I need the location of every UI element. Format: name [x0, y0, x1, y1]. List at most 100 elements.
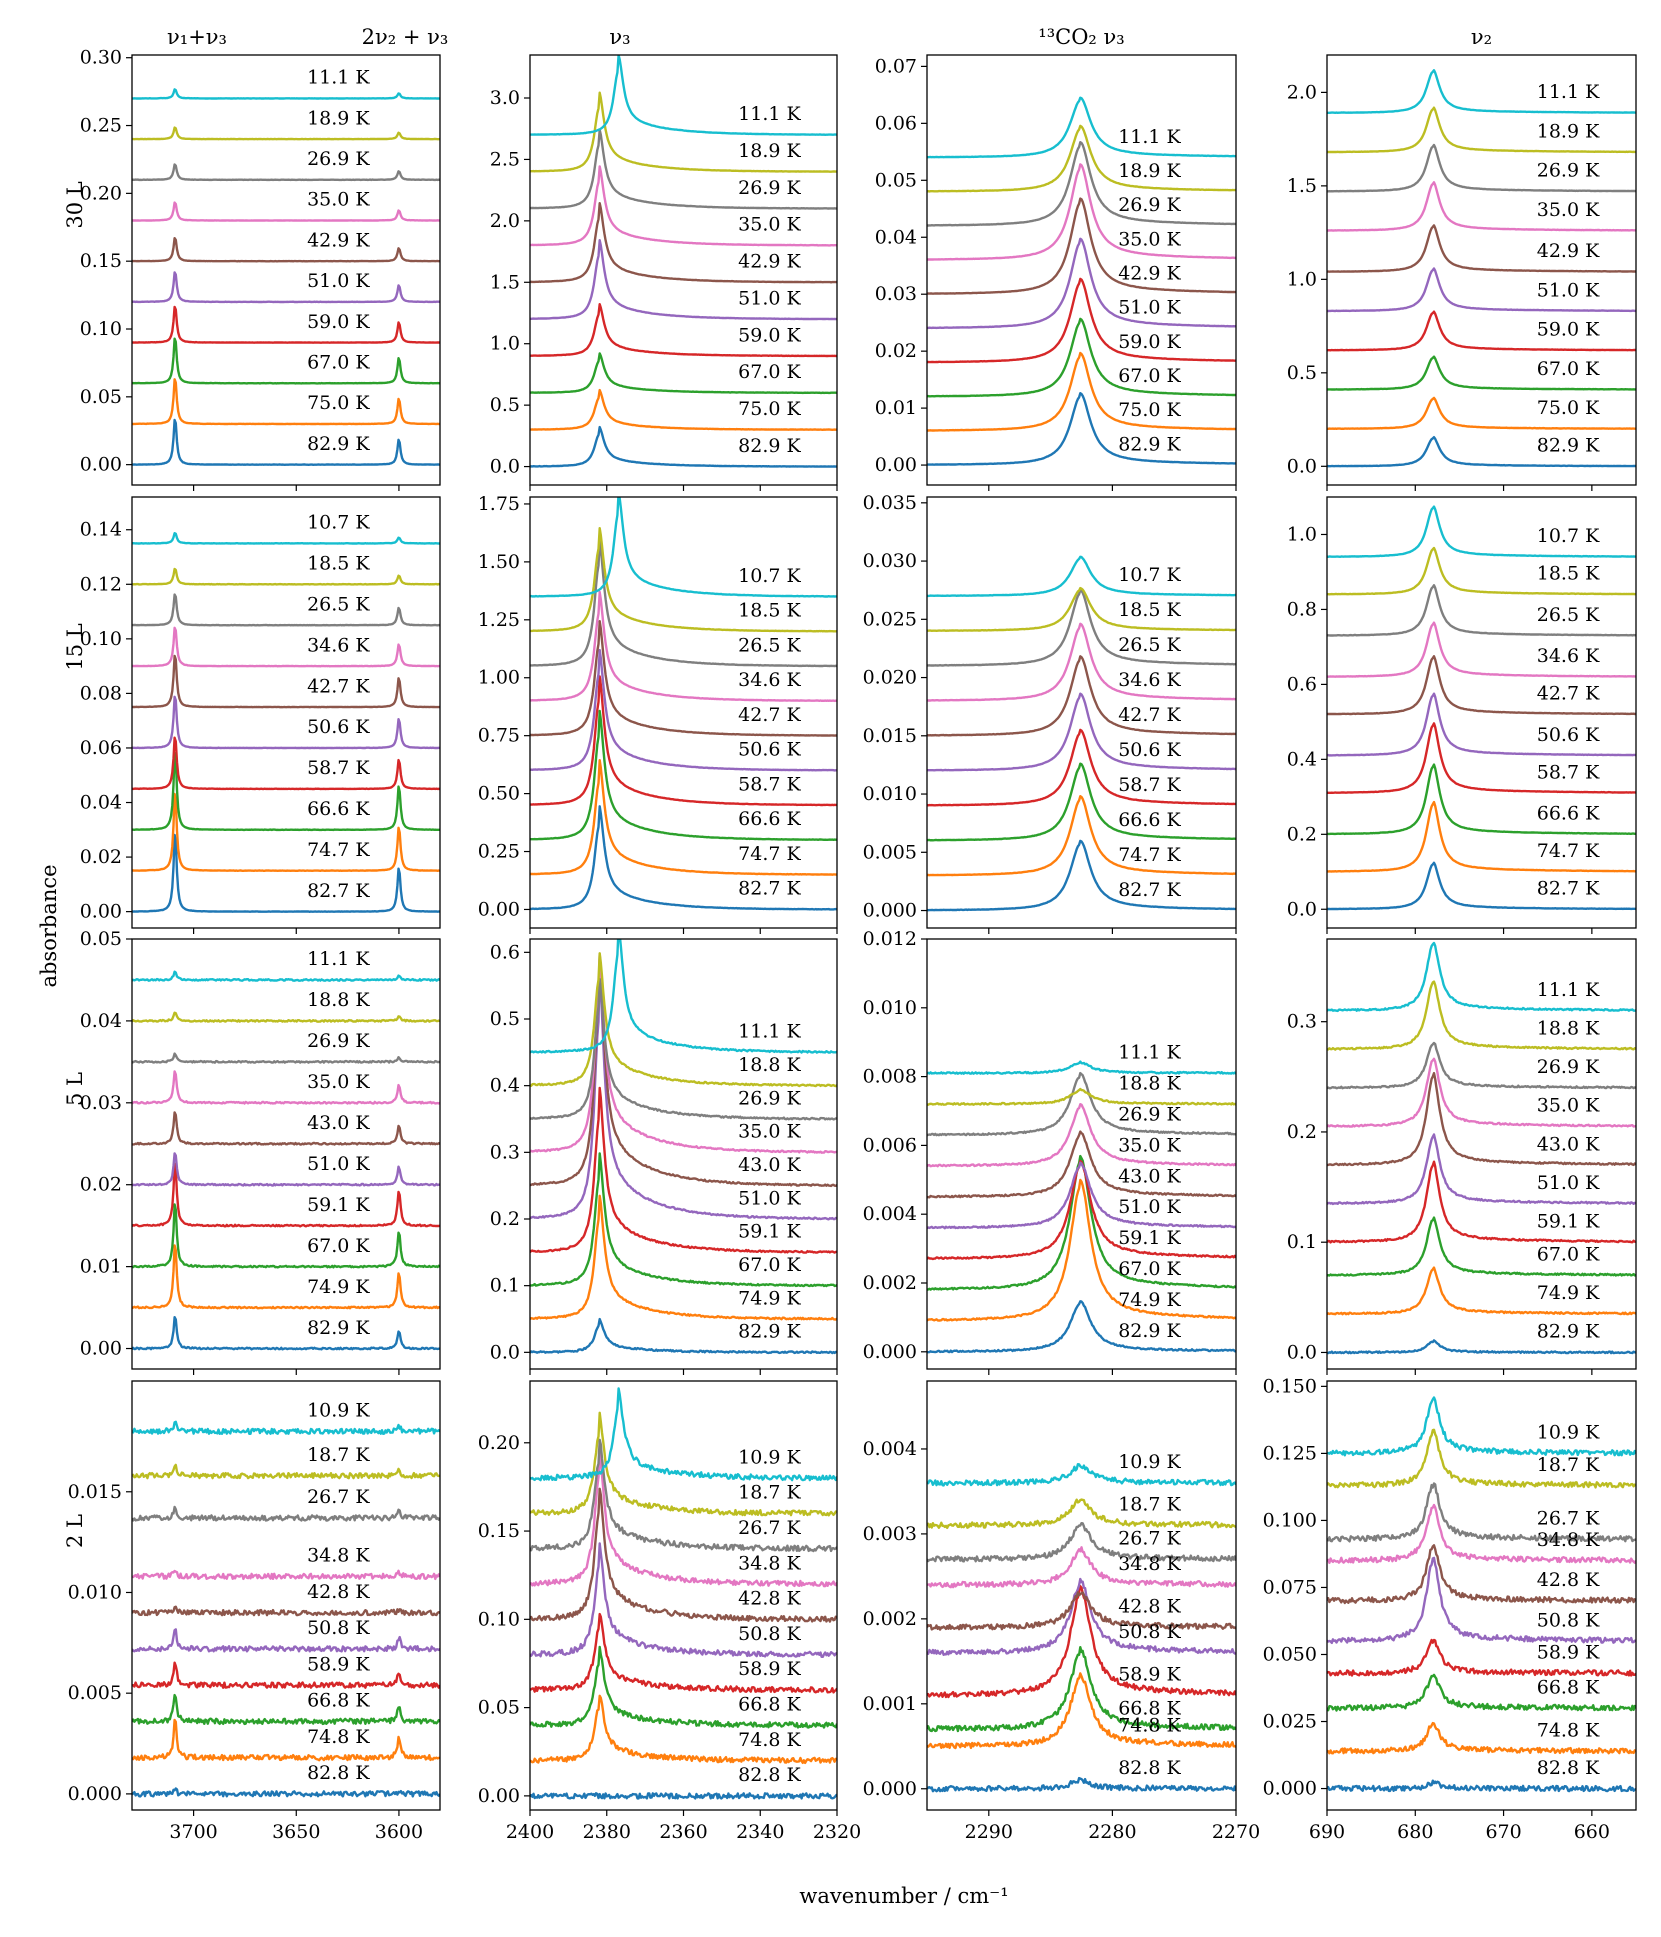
temperature-label: 18.7 K: [738, 1482, 801, 1504]
temperature-label: 82.9 K: [307, 433, 370, 455]
series-line: [132, 1052, 440, 1064]
temperature-label: 75.0 K: [307, 392, 370, 414]
panel-frame: [131, 1380, 441, 1811]
series-group: [132, 1420, 440, 1798]
series-line: [927, 555, 1236, 598]
x-tick-label: 2270: [1212, 1821, 1260, 1843]
temperature-label: 26.7 K: [1118, 1528, 1181, 1550]
series-line: [132, 1152, 440, 1187]
temperature-label: 75.0 K: [1537, 397, 1600, 419]
series-line: [530, 91, 837, 173]
temperature-label: 66.6 K: [1537, 803, 1600, 825]
series-line: [530, 1449, 837, 1588]
temperature-label: 26.7 K: [307, 1486, 370, 1508]
series-line: [1327, 106, 1636, 154]
series-line: [1327, 143, 1636, 193]
panel-r0-c1: 82.9 K 75.0 K 67.0 K 59.0 K 51.0 K 42.9 K 35.0…: [490, 54, 838, 491]
temperature-label: 51.0 K: [307, 270, 370, 292]
series-line: [132, 970, 440, 982]
series-line: [132, 654, 440, 709]
y-tick-label: 0.06: [875, 112, 917, 134]
series-line: [1327, 941, 1636, 1013]
temperature-label: 82.8 K: [738, 1764, 801, 1786]
y-tick-label: 0.04: [80, 792, 122, 814]
y-tick-label: 0.06: [80, 737, 122, 759]
temperature-label: 10.9 K: [307, 1400, 370, 1422]
series-line: [1327, 181, 1636, 232]
y-tick-label: 0.002: [863, 1272, 917, 1294]
series-line: [1327, 655, 1636, 716]
x-tick-label: 3600: [375, 1821, 423, 1843]
series-line: [1327, 505, 1636, 558]
y-tick-label: 0.05: [80, 386, 122, 408]
series-line: [1327, 1266, 1636, 1316]
series-line: [1327, 1556, 1636, 1645]
row-label: 2 L: [63, 1514, 87, 1548]
temperature-label: 51.0 K: [738, 287, 801, 309]
y-tick-label: 0.10: [80, 628, 122, 650]
y-tick-label: 0.035: [863, 492, 917, 514]
temperature-label: 66.6 K: [1118, 809, 1181, 831]
row-label: 15 L: [63, 623, 87, 670]
panel-frame: [926, 1380, 1237, 1811]
series-line: [530, 55, 837, 137]
temperature-label: 67.0 K: [307, 352, 370, 374]
y-tick-label: 0.010: [68, 1581, 122, 1603]
series-line: [1327, 1041, 1636, 1090]
temperature-label: 74.9 K: [307, 1276, 370, 1298]
series-line: [530, 238, 837, 321]
temperature-label: 11.1 K: [1118, 126, 1181, 148]
temperature-label: 67.0 K: [1537, 358, 1600, 380]
series-line: [927, 163, 1236, 261]
panel-frame: [1326, 54, 1637, 486]
temperature-label: 42.9 K: [307, 229, 370, 251]
y-tick-label: 2.0: [490, 210, 520, 232]
x-tick-label: 3650: [272, 1821, 320, 1843]
series-line: [927, 1498, 1236, 1530]
series-group: [927, 1462, 1236, 1793]
y-tick-label: 0.10: [478, 1608, 520, 1630]
y-tick-label: 0.03: [80, 1092, 122, 1114]
temperature-label: 74.8 K: [307, 1726, 370, 1748]
temperature-label: 18.5 K: [1537, 563, 1600, 585]
series-line: [927, 1130, 1236, 1199]
series-line: [927, 1087, 1236, 1106]
temperature-label: 82.9 K: [1118, 433, 1181, 455]
y-tick-label: 0.07: [875, 55, 917, 77]
temperature-label: 67.0 K: [738, 361, 801, 383]
series-line: [1327, 1482, 1636, 1543]
temperature-label: 34.6 K: [1537, 645, 1600, 667]
series-line: [1327, 1428, 1636, 1489]
temperature-label: 74.8 K: [1537, 1719, 1600, 1741]
row-label: 30 L: [63, 181, 87, 228]
series-line: [132, 88, 440, 100]
series-line: [927, 1521, 1236, 1563]
temperature-label: 74.7 K: [1118, 844, 1181, 866]
series-line: [927, 1584, 1236, 1699]
series-line: [1327, 436, 1636, 468]
temperature-label: 18.9 K: [1118, 160, 1181, 182]
temperature-label: 42.9 K: [1537, 240, 1600, 262]
y-tick-label: 0.6: [490, 941, 520, 963]
series-line: [132, 751, 440, 832]
temperature-label: 74.8 K: [738, 1729, 801, 1751]
y-tick-label: 0.5: [490, 1008, 520, 1030]
temperature-label: 74.7 K: [1537, 840, 1600, 862]
temperature-label: 51.0 K: [1118, 297, 1181, 319]
y-tick-label: 0.25: [478, 841, 520, 863]
temperature-label: 26.5 K: [307, 593, 370, 615]
y-tick-label: 0.00: [80, 1338, 122, 1360]
series-line: [132, 1463, 440, 1480]
panel-frame: [926, 938, 1237, 1370]
series-line: [530, 1694, 837, 1765]
temperature-label: 58.7 K: [1118, 774, 1181, 796]
panel-frame: [131, 54, 441, 486]
y-tick-label: 0.8: [1287, 598, 1317, 620]
row-label: 5 L: [63, 1072, 87, 1106]
temperature-label: 26.9 K: [307, 1030, 370, 1052]
temperature-label: 34.6 K: [1118, 669, 1181, 691]
series-group: [1327, 1396, 1636, 1793]
y-tick-label: 0.20: [478, 1432, 520, 1454]
series-line: [132, 163, 440, 182]
temperature-label: 18.8 K: [738, 1054, 801, 1076]
